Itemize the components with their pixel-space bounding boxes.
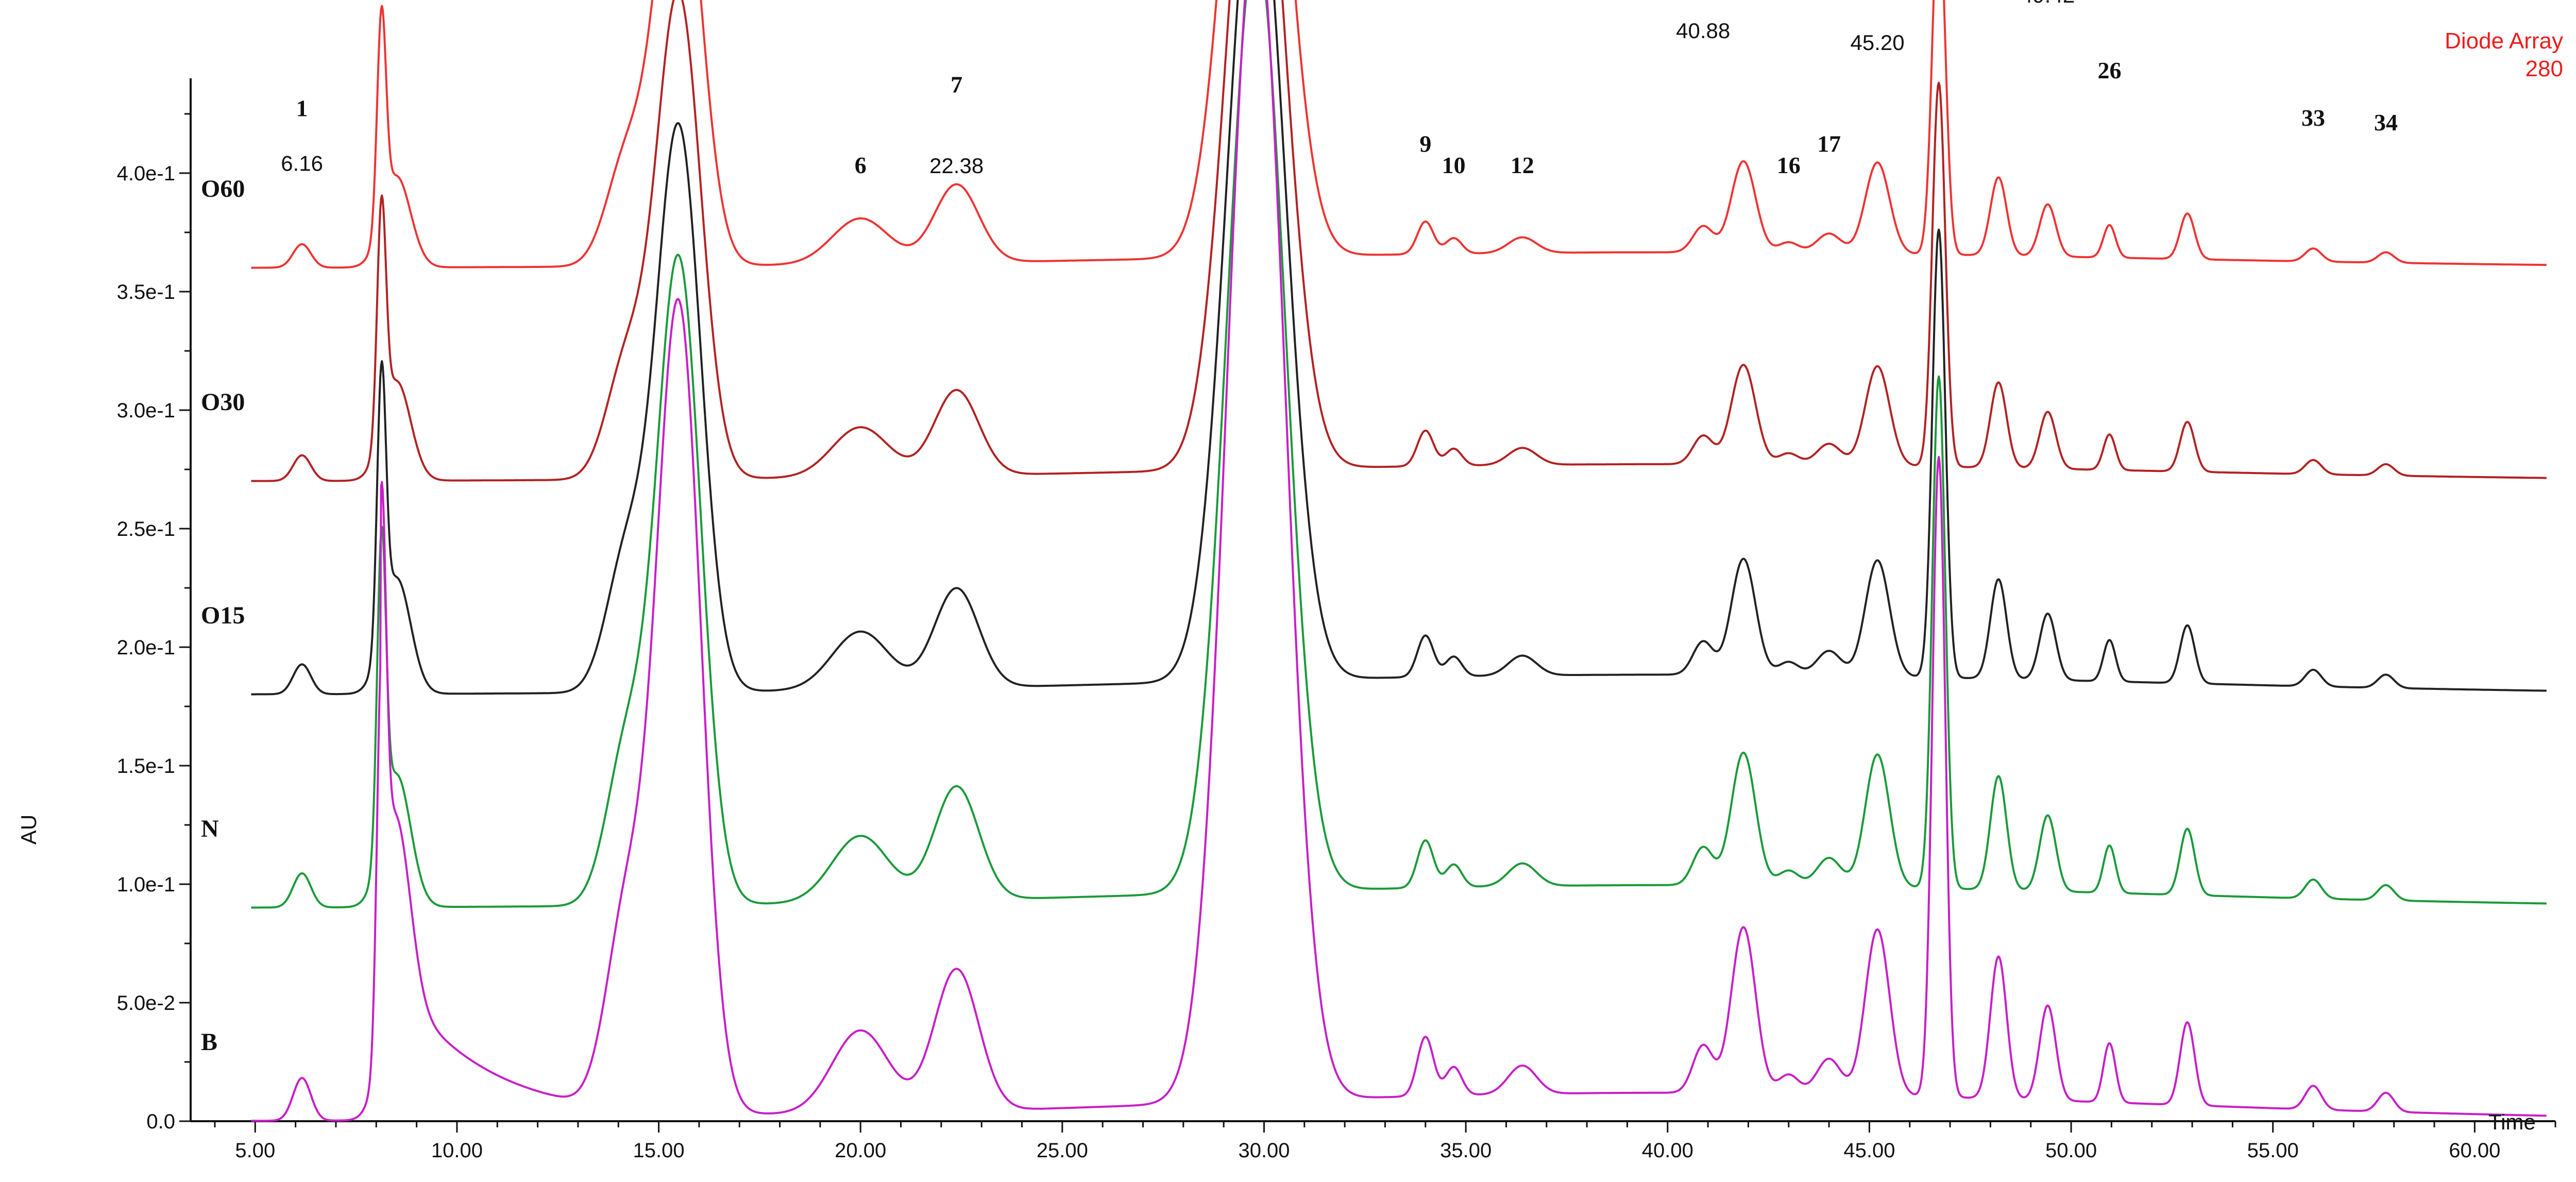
- peak-number: 16: [1777, 152, 1801, 178]
- peak-number: 26: [2097, 57, 2121, 83]
- peak-number: 10: [1442, 152, 1466, 178]
- trace-label-o60: O60: [201, 175, 245, 202]
- trace-b: [251, 0, 2547, 1122]
- trace-n: [251, 0, 2547, 909]
- x-tick-label: 50.00: [2045, 1139, 2097, 1162]
- trace-label-o30: O30: [201, 389, 245, 416]
- x-axis-ticks: 5.00 10.00 15.00 20.00 25.00 30.00 35.00 40.00 4…: [214, 1121, 2556, 1162]
- x-axis-title: Time: [2488, 1110, 2536, 1134]
- x-tick-label: 5.00: [235, 1139, 275, 1162]
- y-tick-label: 5.0e-2: [117, 992, 175, 1015]
- x-tick-label: 25.00: [1037, 1139, 1088, 1162]
- chart-axes: [190, 78, 2555, 1122]
- y-tick-label: 3.5e-1: [117, 281, 175, 303]
- y-tick-label: 0.0: [146, 1110, 175, 1133]
- peak-labels: 16.1638.13515.496722.38829.80910121440.8…: [281, 0, 2398, 178]
- trace-o15: [251, 0, 2547, 696]
- trace-label-b: B: [201, 1028, 217, 1056]
- trace-labels: O60 O30 O15 N B: [201, 175, 245, 1056]
- x-tick-label: 10.00: [431, 1139, 483, 1162]
- peak-number: 34: [2374, 109, 2398, 136]
- peak-retention-time: 40.88: [1676, 19, 1730, 43]
- y-tick-label: 2.0e-1: [117, 636, 175, 659]
- x-tick-label: 30.00: [1238, 1139, 1290, 1162]
- peak-retention-time: 6.16: [281, 151, 323, 175]
- x-tick-label: 35.00: [1440, 1139, 1492, 1162]
- peak-retention-time: 22.38: [929, 154, 984, 178]
- y-tick-label: 4.0e-1: [117, 162, 175, 185]
- trace-o30: [251, 0, 2547, 482]
- x-tick-label: 20.00: [835, 1139, 886, 1162]
- trace-label-o15: O15: [201, 602, 245, 629]
- peak-number: 1: [296, 95, 308, 122]
- peak-number: 7: [951, 72, 962, 98]
- y-tick-label: 1.5e-1: [117, 755, 175, 778]
- peak-number: 17: [1817, 131, 1841, 157]
- y-tick-label: 3.0e-1: [117, 399, 175, 422]
- peak-retention-time: 49.42: [2021, 0, 2075, 7]
- peak-number: 12: [1511, 152, 1534, 178]
- peak-number: 9: [1419, 131, 1431, 157]
- detector-name: Diode Array: [2445, 28, 2563, 54]
- y-tick-label: 2.5e-1: [117, 518, 175, 541]
- x-tick-label: 15.00: [633, 1139, 685, 1162]
- x-tick-label: 60.00: [2449, 1139, 2500, 1162]
- x-tick-label: 55.00: [2247, 1139, 2299, 1162]
- trace-o60: [251, 0, 2547, 269]
- x-tick-label: 40.00: [1642, 1139, 1693, 1162]
- trace-label-n: N: [201, 815, 219, 842]
- detector-wavelength: 280: [2526, 56, 2563, 81]
- peak-number: 33: [2301, 105, 2325, 131]
- y-tick-label: 1.0e-1: [117, 873, 175, 896]
- peak-retention-time: 45.20: [1851, 30, 1905, 55]
- y-axis-title: AU: [16, 815, 41, 845]
- x-tick-label: 45.00: [1843, 1139, 1895, 1162]
- peak-number: 6: [855, 152, 867, 178]
- y-axis-ticks: 0.0 5.0e-2 1.0e-1 1.5e-1 2.0e-1 2.5e-1 3.0e-1 3…: [117, 113, 191, 1133]
- chromatogram-traces: [251, 0, 2547, 1122]
